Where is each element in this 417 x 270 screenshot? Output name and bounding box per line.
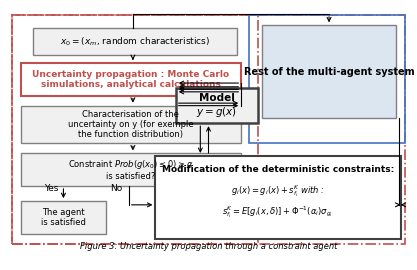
Bar — [20, 153, 241, 186]
Bar — [156, 156, 401, 239]
Text: Figure 3: Uncertainty propagation through a constraint agent: Figure 3: Uncertainty propagation throug… — [80, 242, 337, 251]
Bar — [20, 63, 241, 96]
Bar — [33, 28, 237, 55]
Text: Modification of the deterministic constraints:: Modification of the deterministic constr… — [162, 165, 394, 174]
Text: No: No — [111, 184, 123, 193]
Text: $x_0=(x_m$, random characteristics$)$: $x_0=(x_m$, random characteristics$)$ — [60, 35, 210, 48]
Bar — [249, 15, 404, 143]
Text: Constraint $\mathit{Prob}(\mathit{g}(x_0){\leq}0) \geq \alpha$
is satisfied?: Constraint $\mathit{Prob}(\mathit{g}(x_0… — [68, 158, 193, 181]
Bar — [20, 201, 106, 234]
Text: Rest of the multi-agent system: Rest of the multi-agent system — [244, 67, 414, 77]
Text: Model
$y=g(x)$: Model $y=g(x)$ — [196, 93, 237, 119]
Text: $s_{f_i}^{K} = E[g_i(x,\delta)] + \Phi^{-1}(\alpha_i)\sigma_{g_i}$: $s_{f_i}^{K} = E[g_i(x,\delta)] + \Phi^{… — [222, 204, 334, 220]
Bar — [20, 106, 241, 143]
Text: $g_i(x) = g_i(x) + s_{f_i}^{K}$ with :: $g_i(x) = g_i(x) + s_{f_i}^{K}$ with : — [231, 183, 325, 199]
Bar — [261, 25, 397, 118]
Text: Yes: Yes — [44, 184, 58, 193]
Bar — [176, 88, 258, 123]
Text: The agent
is satisfied: The agent is satisfied — [41, 208, 86, 227]
Text: Uncertainty propagation : Monte Carlo
simulations, analytical calculations: Uncertainty propagation : Monte Carlo si… — [32, 70, 229, 89]
Text: Characterisation of the
uncertainty on y (for exemple
the function distribution): Characterisation of the uncertainty on y… — [68, 110, 193, 139]
Bar — [13, 15, 258, 244]
